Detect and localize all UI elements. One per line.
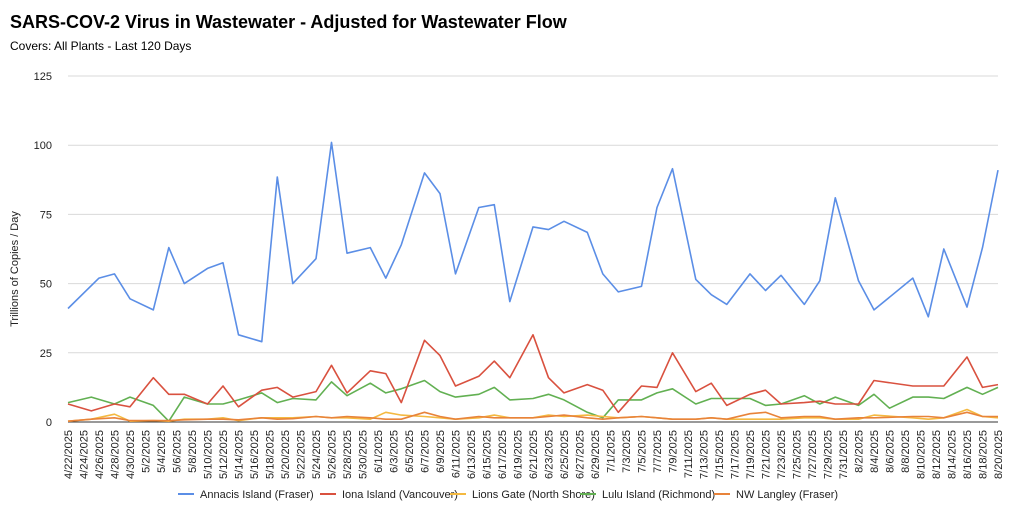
x-tick-label: 4/30/2025 xyxy=(125,430,137,479)
y-tick-label: 50 xyxy=(40,279,52,291)
legend: Annacis Island (Fraser) Iona Island (Vanc… xyxy=(178,489,838,501)
x-tick-label: 6/23/2025 xyxy=(544,430,556,479)
series-line-0 xyxy=(67,141,999,343)
x-tick-label: 6/5/2025 xyxy=(404,430,416,473)
legend-label-3: Lulu Island (Richmond) xyxy=(602,489,715,501)
chart-title: SARS-COV-2 Virus in Wastewater - Adjuste… xyxy=(10,12,567,32)
y-tick-label: 0 xyxy=(46,417,52,429)
series-lines xyxy=(67,141,999,422)
x-tick-label: 7/19/2025 xyxy=(745,430,757,479)
x-tick-label: 7/31/2025 xyxy=(838,430,850,479)
x-tick-label: 7/7/2025 xyxy=(652,430,664,473)
x-tick-label: 5/6/2025 xyxy=(172,430,184,473)
series-line-3 xyxy=(67,379,999,422)
x-tick-label: 5/26/2025 xyxy=(327,430,339,479)
x-tick-label: 8/18/2025 xyxy=(978,430,990,479)
x-tick-label: 8/8/2025 xyxy=(900,430,912,473)
x-tick-label: 7/1/2025 xyxy=(606,430,618,473)
x-tick-label: 4/26/2025 xyxy=(94,430,106,479)
x-tick-label: 5/22/2025 xyxy=(296,430,308,479)
series-line-1 xyxy=(67,334,999,414)
x-tick-label: 6/19/2025 xyxy=(513,430,525,479)
x-tick-label: 5/8/2025 xyxy=(187,430,199,473)
x-tick-label: 5/24/2025 xyxy=(311,430,323,479)
x-tick-label: 5/18/2025 xyxy=(265,430,277,479)
x-tick-label: 7/25/2025 xyxy=(792,430,804,479)
x-tick-label: 6/11/2025 xyxy=(451,430,463,478)
x-tick-label: 8/14/2025 xyxy=(947,430,959,479)
x-tick-label: 4/24/2025 xyxy=(79,430,91,479)
x-tick-label: 7/23/2025 xyxy=(776,430,788,479)
x-tick-label: 5/16/2025 xyxy=(249,430,261,479)
x-tick-label: 4/28/2025 xyxy=(110,430,122,479)
x-tick-label: 8/10/2025 xyxy=(916,430,928,479)
x-axis-ticks: 4/22/2025 4/24/2025 4/26/2025 4/28/2025 4/30… xyxy=(63,430,1005,479)
x-tick-label: 7/13/2025 xyxy=(699,430,711,479)
x-tick-label: 6/7/2025 xyxy=(420,430,432,473)
y-tick-label: 125 xyxy=(34,71,52,83)
x-tick-label: 8/16/2025 xyxy=(962,430,974,479)
x-tick-label: 5/28/2025 xyxy=(342,430,354,479)
x-tick-label: 7/15/2025 xyxy=(714,430,726,479)
x-tick-label: 7/27/2025 xyxy=(807,430,819,479)
x-tick-label: 8/20/2025 xyxy=(993,430,1005,479)
series-line-4 xyxy=(67,411,998,422)
x-tick-label: 6/9/2025 xyxy=(435,430,447,473)
y-tick-label: 75 xyxy=(40,209,52,221)
y-tick-label: 25 xyxy=(40,348,52,360)
x-tick-label: 6/17/2025 xyxy=(497,430,509,479)
legend-label-1: Iona Island (Vancouver) xyxy=(342,489,458,501)
x-tick-label: 6/21/2025 xyxy=(528,430,540,479)
x-tick-label: 8/4/2025 xyxy=(869,430,881,473)
x-tick-label: 7/29/2025 xyxy=(823,430,835,479)
x-tick-label: 8/2/2025 xyxy=(854,430,866,473)
y-axis-ticks: 0 25 50 75 100 125 xyxy=(34,71,52,429)
x-tick-label: 7/11/2025 xyxy=(683,430,695,478)
x-tick-label: 7/21/2025 xyxy=(761,430,773,479)
x-tick-label: 6/29/2025 xyxy=(590,430,602,479)
x-tick-label: 5/30/2025 xyxy=(358,430,370,479)
x-tick-label: 6/25/2025 xyxy=(559,430,571,479)
x-tick-label: 5/2/2025 xyxy=(141,430,153,473)
x-tick-label: 6/27/2025 xyxy=(575,430,587,479)
x-tick-label: 6/1/2025 xyxy=(373,430,385,473)
x-tick-label: 5/10/2025 xyxy=(203,430,215,479)
chart-subtitle: Covers: All Plants - Last 120 Days xyxy=(10,39,192,53)
x-tick-label: 5/12/2025 xyxy=(218,430,230,479)
y-axis-label: Trillions of Copies / Day xyxy=(9,211,21,327)
y-tick-label: 100 xyxy=(34,140,52,152)
legend-label-2: Lions Gate (North Shore) xyxy=(472,489,595,501)
legend-label-4: NW Langley (Fraser) xyxy=(736,489,838,501)
x-tick-label: 8/6/2025 xyxy=(885,430,897,473)
x-tick-label: 5/4/2025 xyxy=(156,430,168,473)
x-tick-label: 6/15/2025 xyxy=(482,430,494,479)
grid-lines xyxy=(68,75,998,354)
x-tick-label: 7/3/2025 xyxy=(621,430,633,473)
legend-label-0: Annacis Island (Fraser) xyxy=(200,489,314,501)
x-tick-label: 6/3/2025 xyxy=(389,430,401,473)
x-tick-label: 7/17/2025 xyxy=(730,430,742,479)
x-tick-label: 7/9/2025 xyxy=(668,430,680,473)
x-tick-label: 5/14/2025 xyxy=(234,430,246,479)
x-tick-label: 4/22/2025 xyxy=(63,430,75,479)
x-tick-label: 5/20/2025 xyxy=(280,430,292,479)
x-tick-label: 7/5/2025 xyxy=(637,430,649,473)
x-tick-label: 6/13/2025 xyxy=(466,430,478,479)
x-tick-label: 8/12/2025 xyxy=(931,430,943,479)
